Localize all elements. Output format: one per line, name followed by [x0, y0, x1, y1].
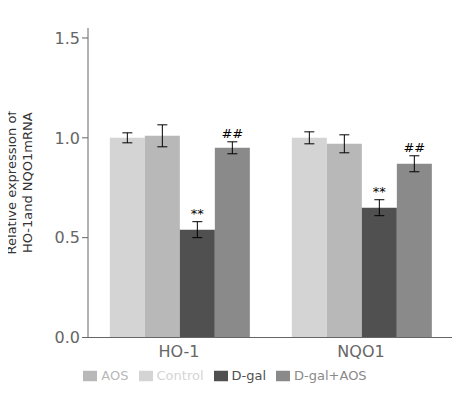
svg-text:HO-1: HO-1	[158, 342, 199, 361]
svg-text:##: ##	[403, 140, 425, 155]
svg-text:NQO1: NQO1	[337, 342, 384, 361]
svg-text:**: **	[373, 184, 387, 199]
html-text:Control: Control	[156, 367, 204, 383]
svg-text:0.5: 0.5	[55, 228, 80, 247]
html-text:D-gal: D-gal	[231, 367, 266, 383]
svg-text:1.5: 1.5	[55, 29, 80, 48]
svg-text:0.0: 0.0	[55, 328, 80, 347]
svg-text:**: **	[191, 206, 205, 221]
svg-text:1.0: 1.0	[55, 129, 80, 148]
svg-text:##: ##	[221, 126, 243, 141]
html-text:AOS: AOS	[101, 367, 129, 383]
svg-text:Relative expression ofHO-1and: Relative expression ofHO-1and NQO1mRNA	[8, 111, 35, 255]
html-text:D-gal+AOS: D-gal+AOS	[294, 367, 367, 383]
